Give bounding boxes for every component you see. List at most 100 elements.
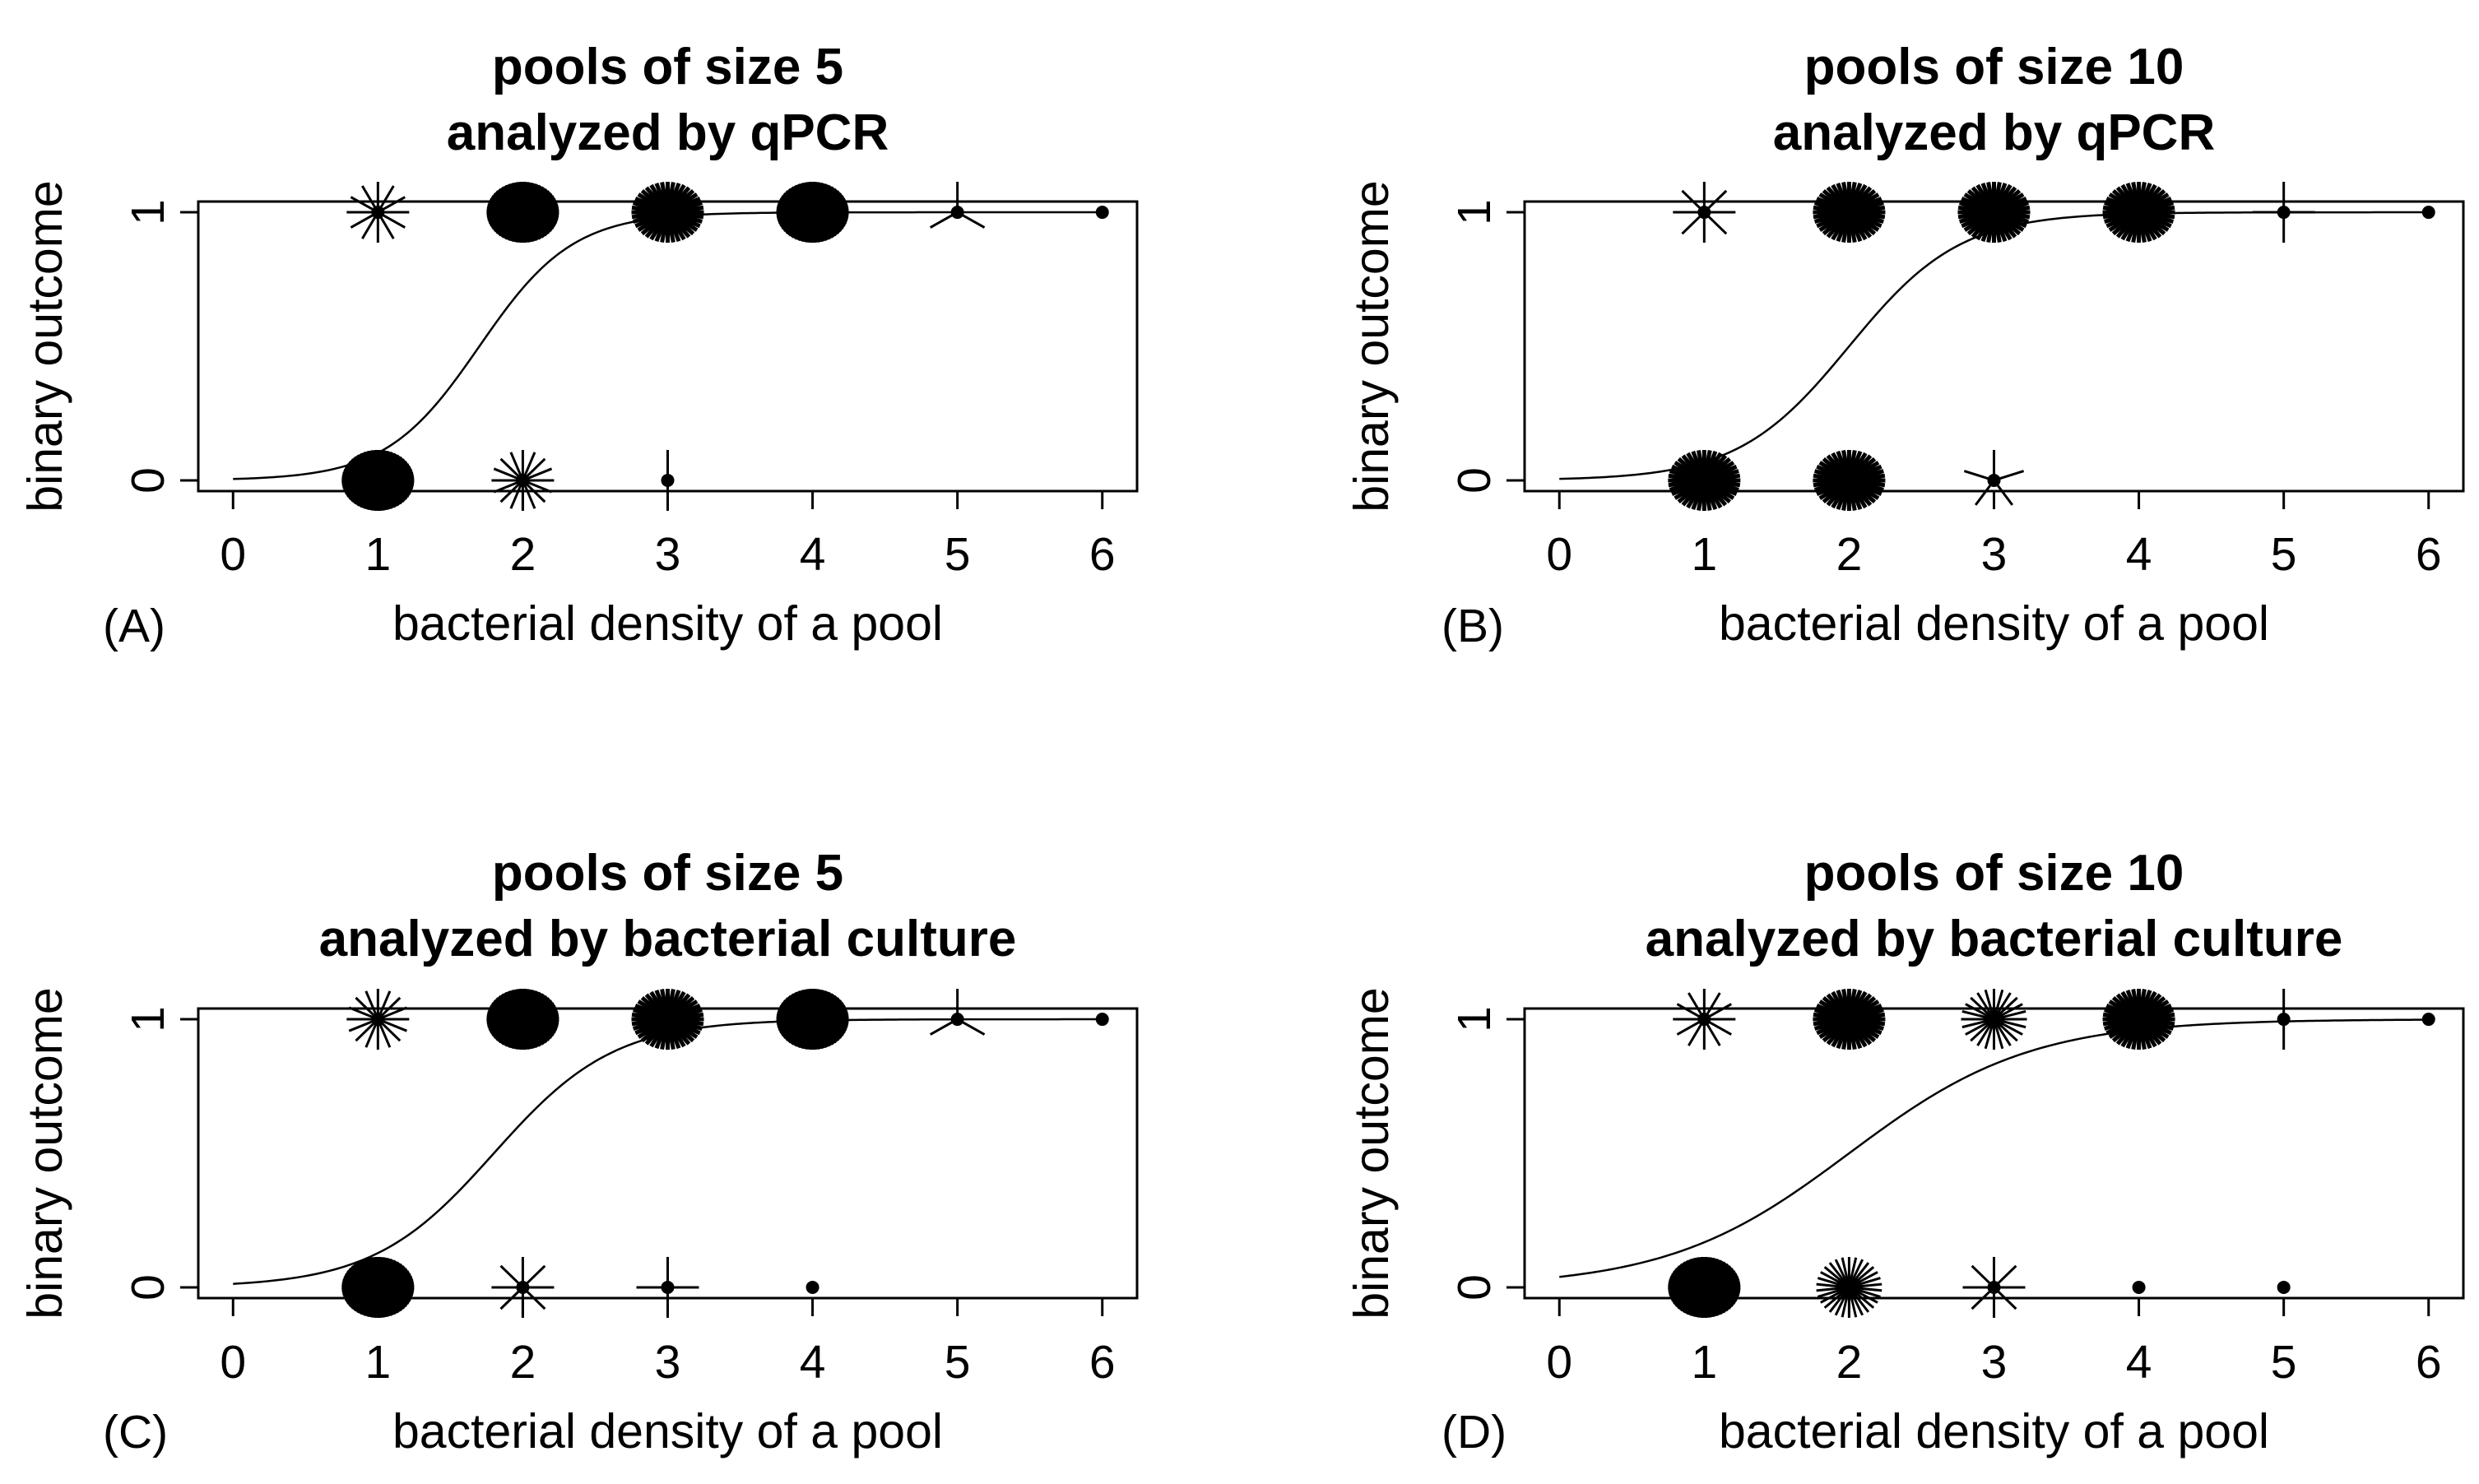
x-tick-label: 5 <box>945 528 971 581</box>
data-point <box>776 181 849 243</box>
data-point <box>1813 989 1886 1050</box>
y-tick-label: 0 <box>1448 467 1501 494</box>
x-tick-label: 1 <box>1691 528 1717 581</box>
data-point <box>1095 1013 1109 1027</box>
y-axis: 01 <box>1448 1006 1525 1301</box>
y-axis: 01 <box>122 1006 198 1301</box>
x-tick-label: 1 <box>364 1336 391 1389</box>
panel-label: (B) <box>1441 600 1504 652</box>
data-point <box>1673 182 1736 243</box>
data-point <box>486 181 559 243</box>
x-tick-label: 3 <box>655 528 681 581</box>
chart-subtitle: analyzed by bacterial culture <box>319 911 1017 967</box>
data-point <box>1813 449 1886 511</box>
chart-title: pools of size 10 <box>1804 39 2184 95</box>
x-tick-label: 3 <box>1981 528 2008 581</box>
x-tick-label: 5 <box>2271 1336 2297 1389</box>
x-axis: 0 1 2 3 4 5 6 <box>220 489 1116 581</box>
y-tick-label: 0 <box>122 1274 174 1301</box>
x-tick-label: 2 <box>1836 1336 1863 1389</box>
data-point <box>341 1256 415 1319</box>
plot-frame <box>1523 1007 2465 1300</box>
y-axis-label: binary outcome <box>18 987 72 1319</box>
data-point <box>2277 1280 2291 1294</box>
data-point <box>1095 206 1109 220</box>
data-point <box>2252 182 2315 243</box>
y-axis-label: binary outcome <box>1344 987 1399 1319</box>
plot-frame <box>1523 200 2465 493</box>
data-point <box>631 989 704 1050</box>
x-axis-label: bacterial density of a pool <box>1719 1404 2269 1458</box>
y-axis: 01 <box>122 199 198 494</box>
data-point <box>1961 989 2027 1050</box>
data-point <box>1668 449 1741 511</box>
x-tick-label: 6 <box>2416 528 2442 581</box>
y-tick-label: 0 <box>1448 1274 1501 1301</box>
x-tick-label: 3 <box>655 1336 681 1389</box>
logistic-fit-curve <box>233 1018 1103 1285</box>
plot-frame <box>197 200 1139 493</box>
data-point <box>491 1256 555 1318</box>
x-tick-label: 6 <box>1089 1336 1116 1389</box>
y-tick-label: 1 <box>122 1006 174 1032</box>
data-point <box>341 449 415 512</box>
logistic-fit-curve <box>233 211 1103 480</box>
x-tick-label: 0 <box>220 1336 246 1389</box>
y-axis-label: binary outcome <box>18 180 72 512</box>
x-axis-label: bacterial density of a pool <box>1719 596 2269 651</box>
data-point <box>346 989 410 1050</box>
data-point <box>631 182 704 243</box>
x-tick-label: 2 <box>510 1336 536 1389</box>
data-point <box>2132 1280 2146 1294</box>
x-tick-label: 5 <box>945 1336 971 1389</box>
y-tick-label: 0 <box>122 467 174 494</box>
x-axis: 0 1 2 3 4 5 6 <box>1546 489 2442 581</box>
x-tick-label: 5 <box>2271 528 2297 581</box>
logistic-fit-curve <box>1559 211 2429 480</box>
chart-title: pools of size 5 <box>492 845 843 902</box>
y-axis-label: binary outcome <box>1344 180 1399 512</box>
data-point <box>1813 182 1886 243</box>
data-point <box>805 1280 819 1294</box>
panel-d: pools of size 10 analyzed by bacterial cu… <box>1344 845 2465 1458</box>
x-tick-label: 4 <box>800 528 826 581</box>
chart-subtitle: analyzed by qPCR <box>447 104 889 161</box>
data-point <box>661 449 675 511</box>
data-point <box>346 182 410 243</box>
data-point <box>1668 1256 1741 1319</box>
x-tick-label: 2 <box>510 528 536 581</box>
logistic-fit-curve <box>1559 1018 2429 1278</box>
x-tick-label: 1 <box>1691 1336 1717 1389</box>
data-point <box>2102 182 2175 243</box>
panel-label: (A) <box>103 600 165 652</box>
x-axis: 0 1 2 3 4 5 6 <box>220 1296 1116 1389</box>
x-tick-label: 3 <box>1981 1336 2008 1389</box>
x-axis: 0 1 2 3 4 5 6 <box>1546 1296 2442 1389</box>
data-point <box>930 182 986 229</box>
x-tick-label: 6 <box>2416 1336 2442 1389</box>
data-point <box>1816 1256 1882 1318</box>
x-tick-label: 6 <box>1089 528 1116 581</box>
y-tick-label: 1 <box>1448 199 1501 225</box>
panel-label: (D) <box>1441 1406 1506 1458</box>
data-point <box>491 449 555 511</box>
data-point <box>1962 1256 2026 1318</box>
data-point <box>2277 989 2291 1050</box>
data-point <box>1673 989 1736 1050</box>
x-tick-label: 4 <box>2126 528 2152 581</box>
data-point <box>2421 1013 2435 1027</box>
y-tick-label: 1 <box>122 199 174 225</box>
x-tick-label: 0 <box>1546 1336 1572 1389</box>
data-point <box>1957 182 2031 243</box>
x-tick-label: 0 <box>220 528 246 581</box>
plot-frame <box>197 1007 1139 1300</box>
panel-c: pools of size 5 analyzed by bacterial cul… <box>18 845 1139 1458</box>
y-tick-label: 1 <box>1448 1006 1501 1032</box>
data-point <box>776 988 849 1050</box>
data-point <box>1963 449 2025 506</box>
panel-label: (C) <box>103 1406 168 1458</box>
x-axis-label: bacterial density of a pool <box>392 596 943 651</box>
chart-subtitle: analyzed by qPCR <box>1773 104 2215 161</box>
